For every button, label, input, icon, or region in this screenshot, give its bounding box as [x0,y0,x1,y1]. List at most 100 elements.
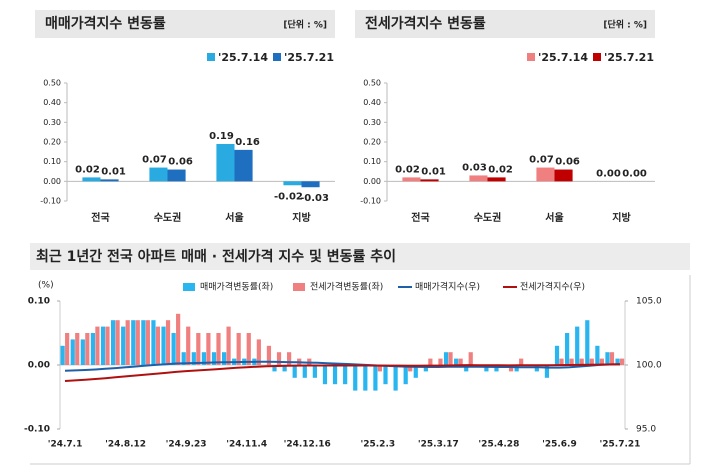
bar [585,320,590,365]
bar [105,326,110,365]
bar [413,365,418,378]
bar [514,365,519,372]
legend-swatch [527,53,535,61]
bar [322,365,328,385]
y-tick-label: 0.20 [363,138,381,147]
bar [110,320,116,365]
x-tick-label: 서울 [225,211,243,224]
bar [403,365,408,385]
y-tick-label: 0.40 [363,98,381,107]
x-tick-label: '25.2.3 [360,440,395,450]
bar [428,358,433,365]
data-label: 0.16 [235,137,260,148]
bar [494,365,499,372]
bar [70,339,75,365]
bar [302,365,307,378]
data-label: 0.06 [555,157,580,168]
data-label: 0.01 [101,166,126,177]
bar [60,345,65,365]
title-bar [355,10,655,38]
y-tick-label: 0.10 [28,297,50,307]
bar [216,143,235,182]
bar [393,365,398,391]
bar [246,333,251,365]
x-tick-label: '25.6.9 [542,440,577,450]
data-label: -0.03 [300,193,329,204]
bar [131,320,136,365]
y-tick-label: 0.10 [43,157,61,166]
x-tick-label: 서울 [545,211,563,224]
bar [353,365,358,391]
bar [575,326,580,365]
data-label: 0.19 [209,131,234,142]
bar [363,365,368,391]
bar [191,352,196,365]
index-line [64,363,621,382]
bar [161,326,166,365]
x-tick-label: 전국 [411,211,429,224]
x-tick-label: '24.8.12 [105,440,146,450]
x-tick-label: 수도권 [474,212,502,224]
y-axis-label: (%) [38,281,54,291]
bar [423,365,428,372]
bar [176,313,181,365]
bar [211,352,217,365]
bar [615,358,620,365]
bar [135,320,140,365]
y-tick-label: 0.20 [43,138,61,147]
data-label: 0.07 [142,155,167,166]
chart-title: 전세가격지수 변동률 [365,15,486,32]
bar [301,181,320,188]
unit-label: [단위 : %] [603,19,647,31]
y-tick-label: -0.10 [40,197,61,206]
bar [186,326,191,365]
data-label: 0.03 [462,162,487,173]
bar [256,339,261,365]
y-tick-label: 0.00 [43,177,61,186]
bar [536,167,555,182]
legend-label: '25.7.14 [218,51,268,64]
unit-label: [단위 : %] [283,19,327,31]
data-label: 0.06 [168,157,193,168]
bar [519,358,524,365]
bar [206,333,211,365]
x-tick-label: '25.4.28 [478,440,519,450]
y-tick-label: 0.10 [363,157,381,166]
x-tick-label: '24.12.16 [284,440,331,450]
bar [619,358,625,365]
bar [121,326,126,365]
data-label: 0.07 [529,155,554,166]
bar [458,358,463,365]
legend-swatch [293,283,305,291]
title-bar [35,10,335,38]
bar [468,352,473,365]
data-label: 0.01 [421,166,446,177]
bar [266,345,272,365]
legend-label: 매매가격변동률(좌) [200,281,273,293]
bar [80,339,85,365]
bar [469,175,488,182]
bar [605,352,610,365]
bar [292,365,297,378]
y2-tick-label: 95.0 [636,425,656,435]
bar [75,333,80,365]
data-label: 0.02 [488,164,513,175]
chart-title: 매매가격지수 변동률 [45,15,166,32]
bar [145,320,150,365]
bar [236,333,241,365]
x-tick-label: '24.7.1 [48,440,83,450]
bar [95,326,100,365]
bar [65,333,70,365]
y2-tick-label: 100.0 [636,361,662,371]
bar [448,352,453,365]
chart-title: 최근 1년간 전국 아파트 매매 · 전세가격 지수 및 변동률 추이 [36,248,396,265]
x-tick-label: '24.11.4 [226,440,267,450]
bar [100,179,119,182]
bar [287,352,292,365]
y-tick-label: 0.00 [28,361,50,371]
bar [559,358,564,365]
bar [420,179,439,182]
bar [408,365,413,372]
legend-label: 매매가격지수(우) [415,281,480,293]
legend-label: '25.7.21 [284,51,334,64]
